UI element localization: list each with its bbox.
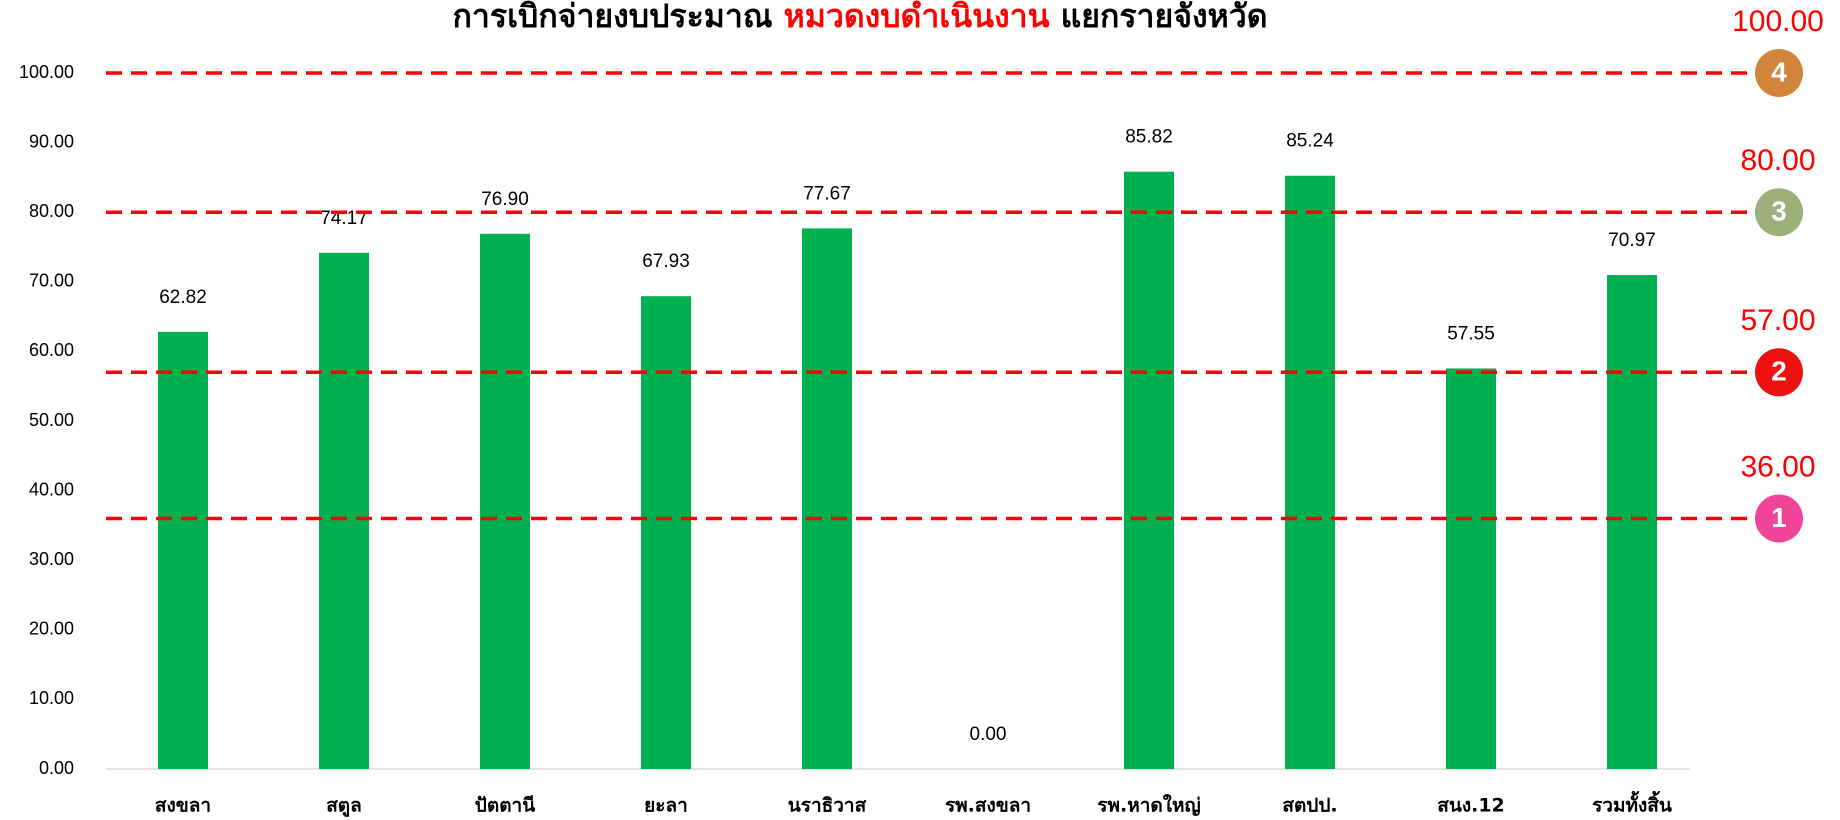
title-part: หมวดงบดำเนินงาน: [784, 0, 1050, 35]
value-label: 77.67: [803, 183, 851, 204]
y-tick-label: 70.00: [29, 271, 74, 291]
value-label: 70.97: [1608, 230, 1656, 251]
x-tick-label: สงขลา: [155, 795, 211, 817]
reference-label: 57.00: [1740, 304, 1815, 337]
y-tick-label: 100.00: [19, 62, 74, 82]
title-part: การเบิกจ่ายงบประมาณ: [453, 0, 784, 35]
y-tick-label: 20.00: [29, 619, 74, 639]
chart-title: การเบิกจ่ายงบประมาณ หมวดงบดำเนินงาน แยกร…: [453, 0, 1268, 35]
y-tick-label: 40.00: [29, 479, 74, 499]
y-tick-label: 50.00: [29, 410, 74, 430]
x-tick-label: ยะลา: [644, 795, 688, 817]
x-tick-label: สตูล: [326, 795, 362, 818]
value-label: 62.82: [159, 287, 207, 308]
value-label: 85.82: [1125, 127, 1173, 148]
bar: [480, 234, 530, 769]
chart: การเบิกจ่ายงบประมาณ หมวดงบดำเนินงาน แยกร…: [0, 0, 1840, 820]
title-part: แยกรายจังหวัด: [1049, 0, 1267, 35]
x-tick-label: นราธิวาส: [788, 795, 867, 817]
bar: [641, 296, 691, 769]
bar: [1285, 176, 1335, 769]
bar: [1124, 172, 1174, 769]
y-tick-label: 10.00: [29, 688, 74, 708]
reference-marker-number: 3: [1771, 196, 1787, 227]
bar: [802, 228, 852, 769]
bar: [319, 253, 369, 769]
x-tick-label: สตปป.: [1282, 795, 1337, 817]
y-tick-label: 30.00: [29, 549, 74, 569]
reference-label: 80.00: [1740, 144, 1815, 177]
page: {"chart_data": {"type": "bar", "title_pa…: [0, 0, 1840, 820]
x-tick-label: สนง.12: [1437, 795, 1505, 817]
y-tick-label: 90.00: [29, 131, 74, 151]
value-label: 0.00: [970, 724, 1007, 745]
x-tick-label: รพ.สงขลา: [945, 795, 1031, 817]
x-tick-label: ปัตตานี: [475, 795, 535, 817]
x-tick-label: รวมทั้งสิ้น: [1592, 791, 1672, 817]
value-label: 67.93: [642, 251, 690, 272]
reference-marker-number: 2: [1771, 356, 1787, 387]
bar: [158, 332, 208, 769]
value-label: 85.24: [1286, 131, 1334, 152]
value-label: 76.90: [481, 189, 529, 210]
bar: [1446, 368, 1496, 769]
y-tick-label: 80.00: [29, 201, 74, 221]
value-label: 57.55: [1447, 323, 1495, 344]
reference-marker-number: 1: [1771, 502, 1787, 533]
y-tick-label: 60.00: [29, 340, 74, 360]
reference-marker-number: 4: [1771, 56, 1787, 87]
y-tick-label: 0.00: [39, 758, 74, 778]
reference-label: 36.00: [1740, 450, 1815, 483]
x-tick-label: รพ.หาดใหญ่: [1097, 794, 1200, 817]
bar: [1607, 275, 1657, 769]
reference-label: 100.00: [1732, 5, 1824, 38]
